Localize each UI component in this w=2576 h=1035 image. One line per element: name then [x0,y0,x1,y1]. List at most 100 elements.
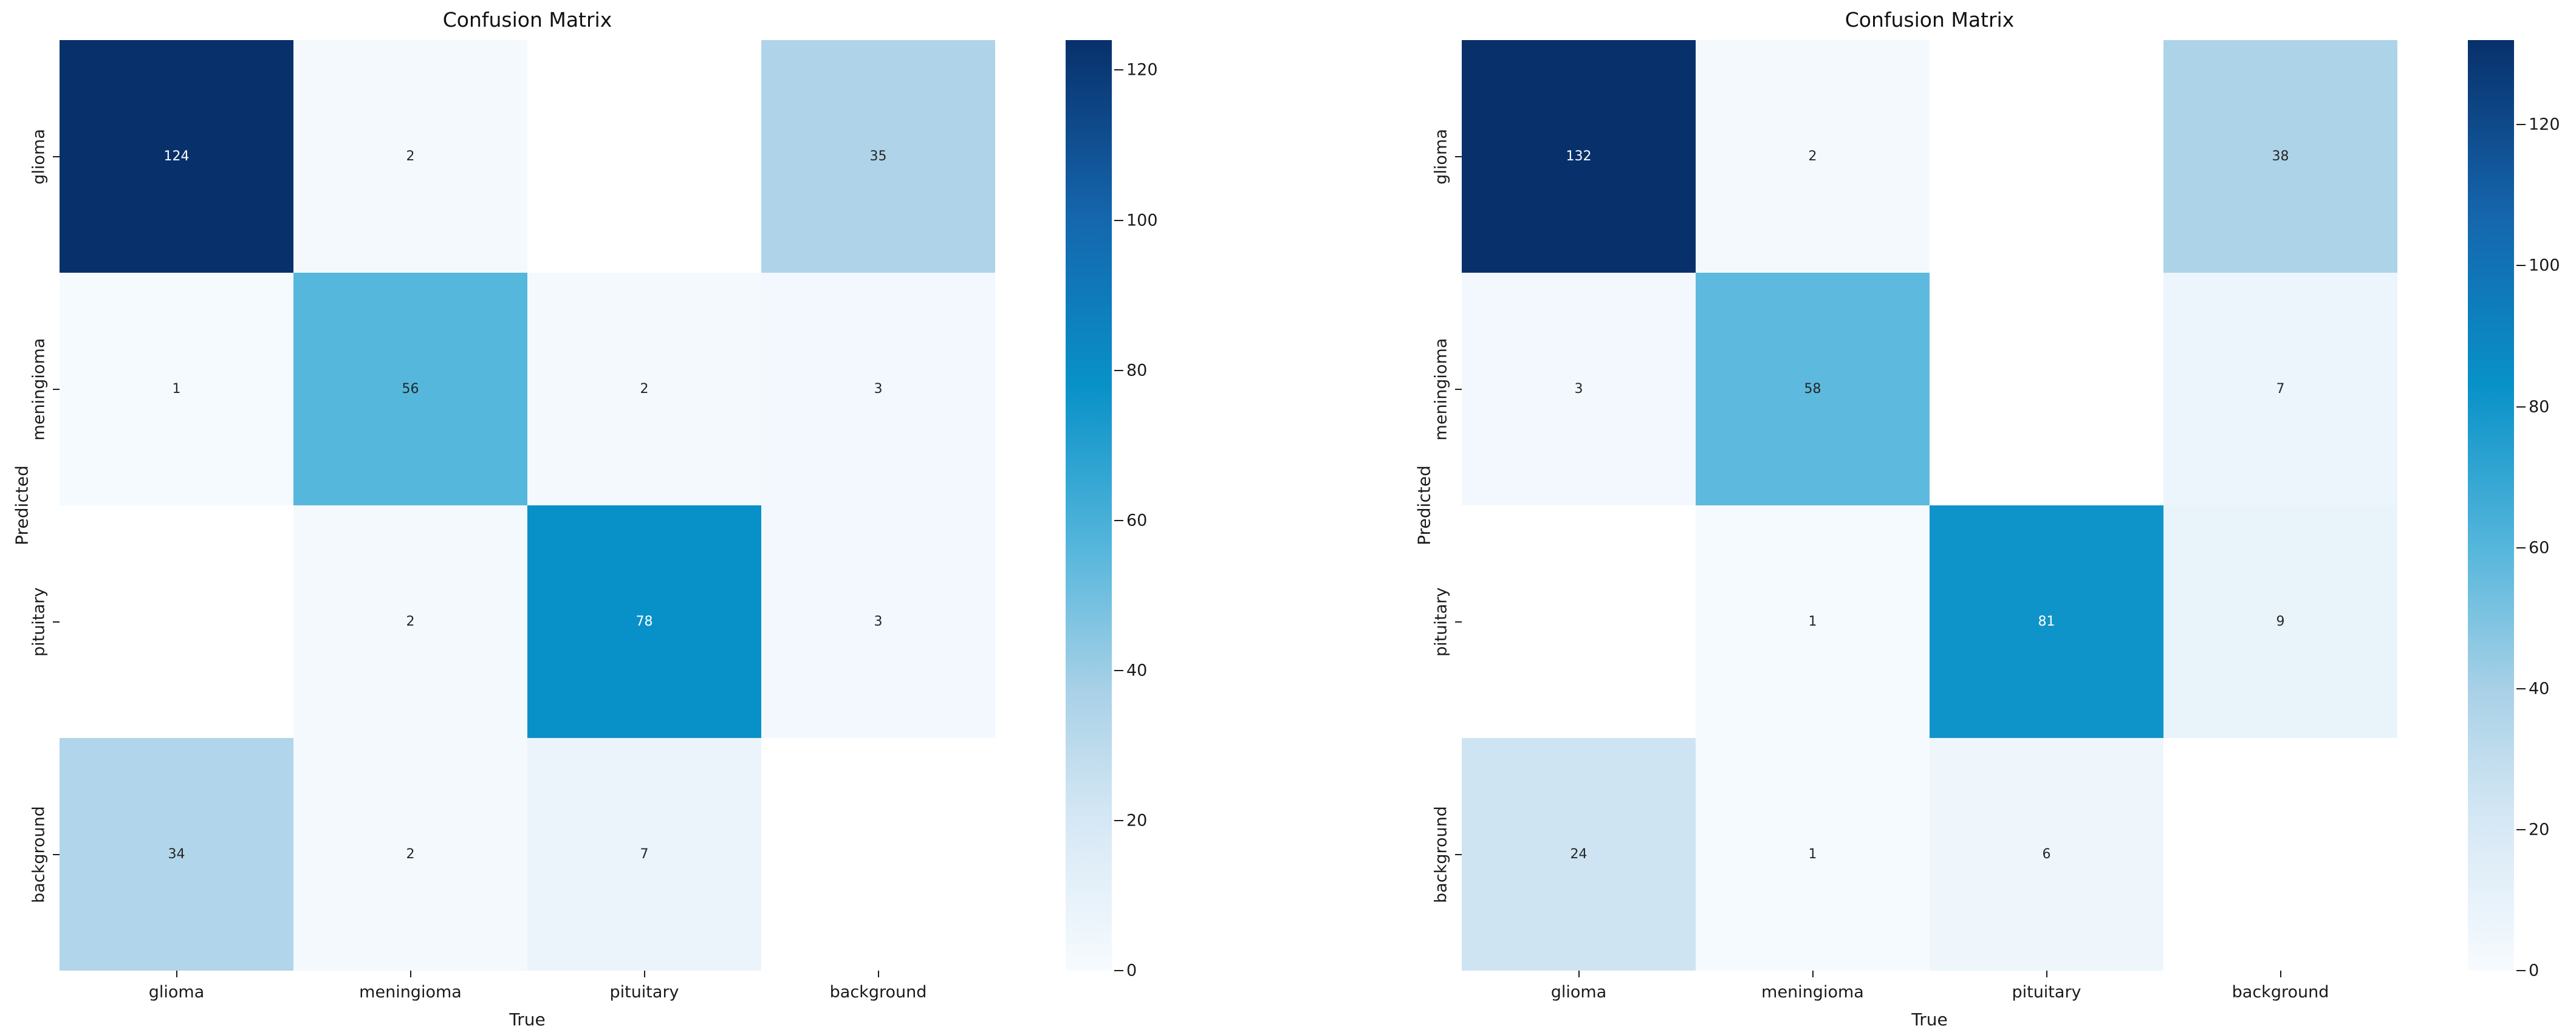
cell-value: 1 [172,381,181,397]
cell-value: 2 [406,847,415,862]
colorbar-tick-label: 40 [2529,679,2550,699]
heatmap-cell [2163,738,2397,971]
cell-value: 124 [163,149,190,164]
colorbar-tick-mark [1114,219,1123,221]
heatmap-cell: 24 [1462,738,1696,971]
y-tick-mark [1455,388,1462,390]
heatmap-cell: 35 [761,40,995,273]
confusion-matrix-panel-right: Confusion Matrix 132 2 38 3 58 7 1 81 9 24 1 6 Pred… [1414,0,2576,1035]
heatmap-cell: 81 [1930,505,2163,738]
x-tick-mark [2280,971,2281,977]
colorbar-tick-mark [1114,819,1123,821]
x-tick-label: pituitary [609,983,679,1002]
cell-value: 38 [2272,149,2289,164]
heatmap-cell: 38 [2163,40,2397,273]
heatmap-cell: 2 [293,40,527,273]
y-tick-mark [53,388,60,390]
colorbar [2468,40,2514,971]
heatmap-cell: 7 [2163,273,2397,505]
y-axis-label: Predicted [12,465,32,545]
cell-value: 2 [640,381,649,397]
colorbar-tick-mark [2516,688,2526,689]
heatmap-cell [1930,40,2163,273]
colorbar-tick-mark [2516,265,2526,267]
x-tick-label: glioma [148,983,205,1002]
heatmap-cell: 2 [1696,40,1930,273]
heatmap-cell: 78 [527,505,761,738]
colorbar-tick-label: 40 [1126,661,1148,680]
y-tick-mark [1455,155,1462,157]
heatmap-cell [527,40,761,273]
cell-value: 2 [406,149,415,164]
x-tick-label: glioma [1550,983,1607,1002]
cell-value: 2 [406,614,415,629]
x-tick-label: meningioma [359,983,462,1002]
y-tick-mark [53,621,60,623]
colorbar-tick-label: 100 [1126,211,1158,230]
heatmap-cell: 124 [60,40,293,273]
y-axis-label: Predicted [1414,465,1434,545]
chart-title: Confusion Matrix [1845,8,2015,32]
colorbar-tick-label: 60 [2529,538,2550,558]
colorbar-tick-label: 120 [1126,60,1158,80]
colorbar-tick-mark [2516,970,2526,971]
heatmap-cell [761,738,995,971]
heatmap-axes: 124 2 35 1 56 2 3 2 78 3 34 2 7 [60,40,995,971]
cell-value: 81 [2038,614,2055,629]
cell-value: 24 [1570,847,1588,862]
heatmap-cell: 58 [1696,273,1930,505]
heatmap-cell: 6 [1930,738,2163,971]
colorbar-tick-label: 60 [1126,511,1148,530]
heatmap-cell [1930,273,2163,505]
colorbar-tick-mark [2516,406,2526,408]
cell-value: 3 [874,614,883,629]
heatmap-cell: 3 [761,273,995,505]
heatmap-cell: 1 [1696,738,1930,971]
colorbar-tick-label: 80 [1126,361,1148,380]
cell-value: 1 [1808,614,1817,629]
x-tick-label: background [2232,983,2329,1002]
y-tick-mark [1455,853,1462,855]
colorbar-tick-mark [1114,369,1123,371]
heatmap-cell: 34 [60,738,293,971]
colorbar-tick-mark [1114,669,1123,671]
y-tick-mark [53,853,60,855]
cell-value: 58 [1804,381,1821,397]
cell-value: 1 [1808,847,1817,862]
cell-value: 9 [2276,614,2285,629]
y-tick-label: background [1431,805,1451,903]
heatmap-cell: 132 [1462,40,1696,273]
colorbar-tick-label: 120 [2529,115,2560,134]
x-axis-label: True [509,1009,546,1030]
colorbar-tick-mark [2516,828,2526,830]
heatmap-axes: 132 2 38 3 58 7 1 81 9 24 1 6 [1462,40,2397,971]
chart-title: Confusion Matrix [442,8,612,32]
heatmap-cell: 3 [761,505,995,738]
heatmap-cell: 1 [1696,505,1930,738]
x-tick-label: pituitary [2012,983,2081,1002]
heatmap-cell: 9 [2163,505,2397,738]
cell-value: 7 [640,847,649,862]
colorbar-tick-label: 20 [1126,811,1148,830]
colorbar [1066,40,1112,971]
colorbar-tick-mark [1114,519,1123,521]
x-tick-mark [2046,971,2047,977]
colorbar-tick-label: 0 [2529,961,2540,980]
y-tick-label: meningioma [29,338,49,440]
heatmap-cell: 2 [293,738,527,971]
cell-value: 34 [168,847,185,862]
x-axis-label: True [1911,1009,1948,1030]
heatmap-cell: 56 [293,273,527,505]
y-tick-label: background [29,805,49,903]
x-tick-label: meningioma [1761,983,1864,1002]
colorbar-tick-mark [1114,970,1123,971]
y-tick-label: pituitary [29,587,49,657]
cell-value: 7 [2276,381,2285,397]
colorbar-tick-mark [1114,69,1123,71]
colorbar-tick-label: 100 [2529,256,2560,275]
x-tick-label: background [829,983,927,1002]
y-tick-label: meningioma [1431,338,1451,440]
cell-value: 3 [874,381,883,397]
cell-value: 3 [1574,381,1583,397]
